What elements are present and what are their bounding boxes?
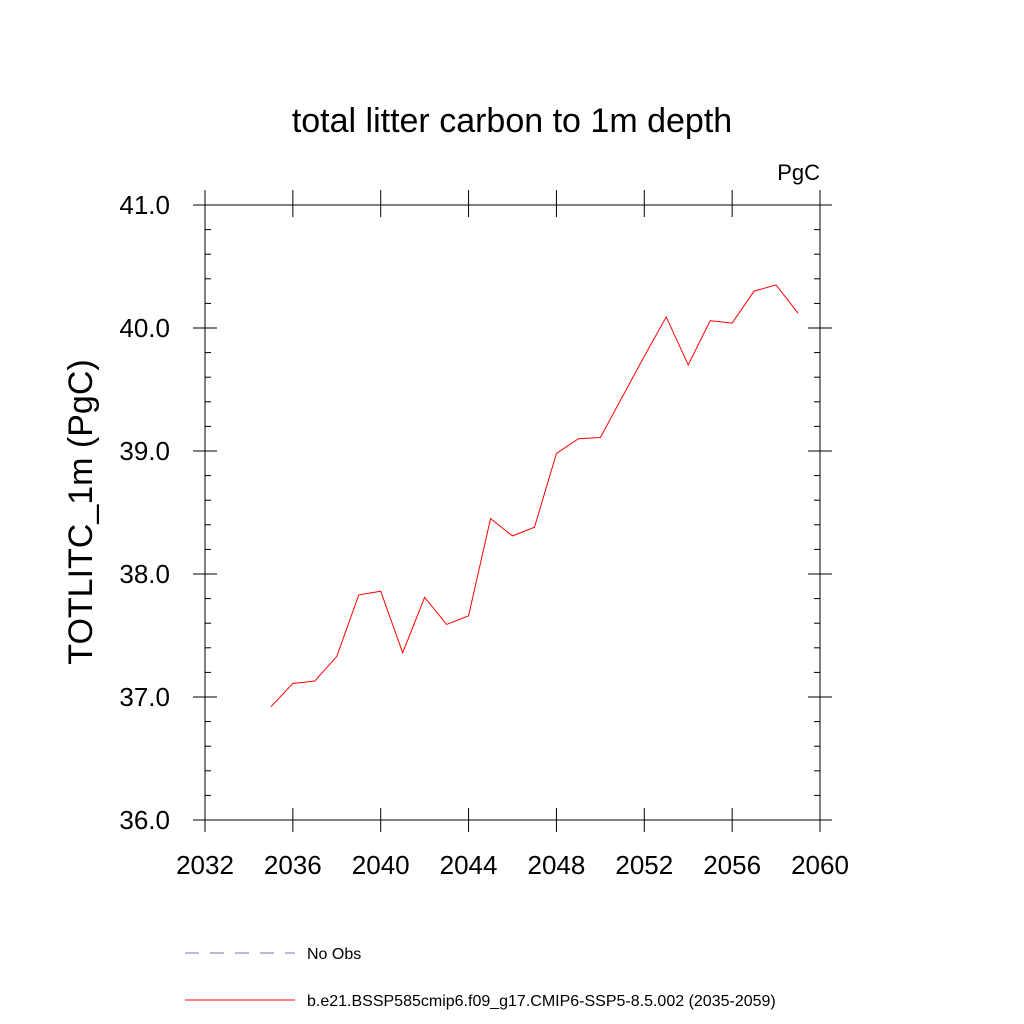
- chart-title: total litter carbon to 1m depth: [292, 102, 732, 140]
- series-layer: [270, 284, 799, 708]
- x-tick-label: 2052: [615, 850, 673, 880]
- y-tick-labels: 36.0 37.0 38.0 39.0 40.0 41.0: [119, 190, 170, 835]
- y-tick-label: 41.0: [119, 190, 170, 220]
- plot-frame: [204, 204, 821, 821]
- x-tick-label: 2044: [440, 850, 498, 880]
- y-tick-label: 37.0: [119, 682, 170, 712]
- y-tick-label: 40.0: [119, 313, 170, 343]
- y-tick-label: 39.0: [119, 436, 170, 466]
- x-tick-label: 2048: [528, 850, 586, 880]
- x-tick-labels: 2032 2036 2040 2044 2048 2052 2056 2060: [176, 850, 849, 880]
- y-tick-label: 36.0: [119, 805, 170, 835]
- y-axis-label: TOTLITC_1m (PgC): [62, 359, 100, 664]
- x-tick-label: 2056: [703, 850, 761, 880]
- x-tick-label: 2040: [352, 850, 410, 880]
- series-line-1: [270, 284, 799, 708]
- y-tick-label: 38.0: [119, 559, 170, 589]
- legend: No Obs b.e21.BSSP585cmip6.f09_g17.CMIP6-…: [185, 946, 776, 1010]
- axis-ticks: [193, 190, 832, 832]
- units-label: PgC: [777, 160, 820, 185]
- legend-label-no-obs: No Obs: [307, 946, 361, 963]
- x-tick-label: 2060: [791, 850, 849, 880]
- x-tick-label: 2032: [176, 850, 234, 880]
- legend-label-ssp585: b.e21.BSSP585cmip6.f09_g17.CMIP6-SSP5-8.…: [307, 993, 776, 1010]
- x-tick-label: 2036: [264, 850, 322, 880]
